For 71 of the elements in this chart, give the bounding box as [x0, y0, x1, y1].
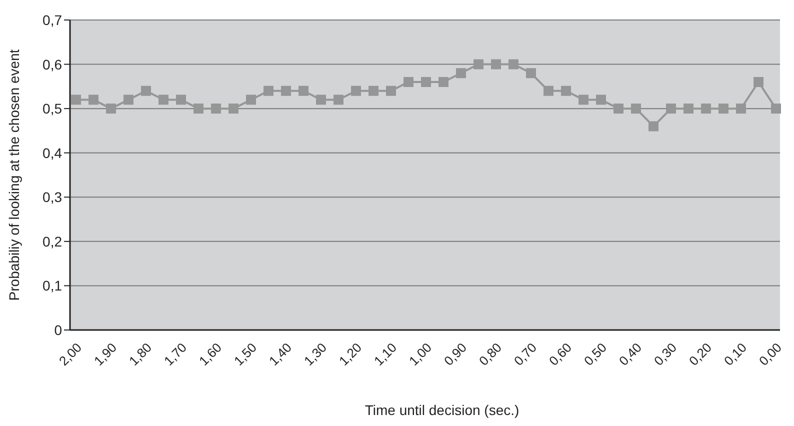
x-tick-label: 0,10	[721, 340, 750, 368]
x-tick-label: 1,40	[266, 340, 295, 368]
y-tick-label: 0	[54, 322, 62, 338]
point	[578, 94, 588, 105]
point	[718, 104, 728, 114]
x-tick-label: 1,10	[371, 340, 400, 368]
x-tick-label: 0,70	[511, 340, 540, 368]
point	[368, 86, 378, 96]
point	[246, 94, 256, 105]
point	[684, 104, 694, 114]
point	[736, 104, 746, 114]
y-tick-label: 0,5	[42, 100, 62, 117]
y-tick-label: 0,3	[42, 189, 62, 206]
x-tick-label: 0,80	[476, 340, 505, 368]
point	[316, 94, 326, 105]
point	[544, 86, 554, 96]
x-tick-label: 0,00	[756, 340, 785, 368]
point	[281, 86, 291, 96]
point	[141, 86, 151, 96]
x-tick-label: 0,40	[616, 340, 645, 368]
x-tick-label: 1,30	[301, 340, 330, 368]
y-tick-label: 0,6	[42, 56, 62, 72]
x-tick-label: 1,80	[126, 340, 155, 368]
point	[124, 94, 134, 105]
point	[456, 68, 466, 78]
point	[106, 104, 116, 114]
x-tick-label: 0,60	[546, 340, 575, 368]
point	[771, 104, 781, 114]
point	[71, 94, 81, 105]
point	[701, 104, 711, 114]
point	[176, 94, 186, 105]
point	[421, 77, 431, 87]
point	[438, 77, 448, 87]
point	[194, 104, 204, 114]
x-tick-label: 0,90	[441, 340, 470, 368]
x-axis-title: Time until decision (sec.)	[364, 402, 520, 418]
x-tick-label: 1,50	[231, 340, 260, 368]
point	[386, 86, 396, 96]
point	[228, 104, 238, 114]
point	[666, 104, 676, 114]
x-tick-label: 1,70	[161, 340, 190, 368]
point	[298, 86, 308, 96]
point	[334, 94, 344, 105]
point	[474, 59, 484, 70]
point	[631, 104, 641, 114]
y-tick-label: 0,7	[42, 12, 62, 28]
y-tick-label: 0,1	[42, 278, 62, 294]
point	[614, 104, 624, 114]
point	[264, 86, 274, 96]
y-tick-label: 0,4	[42, 144, 62, 161]
point	[404, 77, 414, 87]
point	[508, 59, 518, 70]
x-tick-label: 0,30	[651, 340, 680, 368]
point	[211, 104, 221, 114]
x-tick-label: 1,90	[91, 340, 120, 368]
point	[351, 86, 361, 96]
point	[754, 77, 764, 87]
x-tick-label: 1,20	[336, 340, 365, 368]
point	[526, 68, 536, 78]
point	[491, 59, 501, 70]
x-tick-label: 1,60	[196, 340, 225, 368]
point	[158, 94, 168, 105]
point	[596, 94, 606, 105]
y-tick-label: 0,2	[42, 233, 62, 250]
point	[561, 86, 571, 96]
x-tick-label: 0,50	[581, 340, 610, 368]
point	[648, 121, 658, 132]
point	[88, 94, 98, 105]
x-tick-label: 0,20	[686, 340, 715, 368]
x-tick-label: 1,00	[406, 340, 435, 368]
y-axis-title: Probabiliy of looking at the chosen event	[6, 49, 22, 301]
